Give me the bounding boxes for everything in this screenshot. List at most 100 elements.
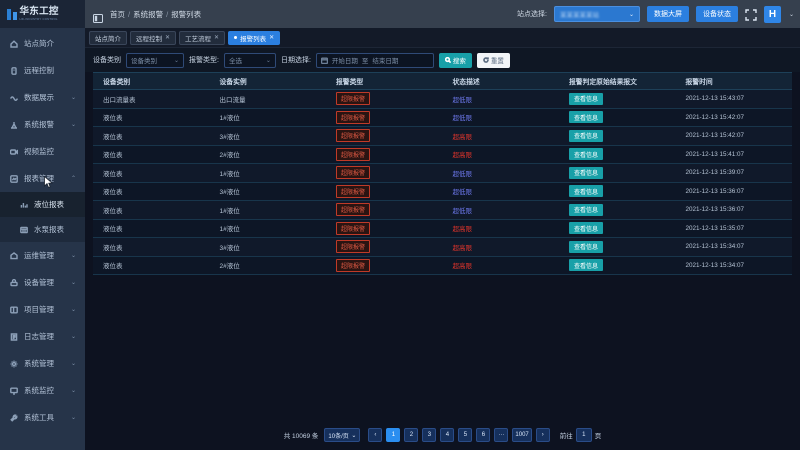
view-info-button[interactable]: 查看信息 (569, 240, 604, 253)
sidebar-item-14[interactable]: 系统工具 ⌄ (0, 404, 85, 431)
device-icon (10, 278, 18, 287)
chevron-down-icon: ⌄ (173, 57, 179, 64)
date-start-input[interactable]: 开始日期 (331, 58, 358, 65)
reset-button[interactable]: 重置 (476, 52, 510, 68)
view-info-button[interactable]: 查看信息 (569, 148, 604, 161)
cell-device-category: 液位表 (93, 163, 210, 183)
close-icon[interactable]: ✕ (269, 35, 275, 41)
chevron-down-icon[interactable]: ⌄ (70, 95, 76, 101)
breadcrumb-separator: / (128, 9, 131, 19)
chevron-down-icon[interactable]: ⌄ (70, 122, 76, 128)
pagination-page-6[interactable]: 6 (476, 428, 491, 442)
status-badge: 超低限 (452, 96, 473, 104)
sidebar-item-9[interactable]: 设备管理 ⌄ (0, 269, 85, 296)
calendar-icon (320, 57, 328, 64)
cell-device-category: 液位表 (93, 182, 210, 201)
page-size-select[interactable]: 10条/页 ⌄ (324, 428, 361, 442)
sidebar-item-6[interactable]: 液位报表 (0, 192, 85, 217)
sidebar-item-label: 运维管理 (24, 251, 54, 260)
sidebar-item-7[interactable]: 水泵报表 (0, 217, 85, 242)
view-info-button[interactable]: 查看信息 (569, 222, 604, 235)
status-badge: 超高限 (452, 263, 473, 271)
close-icon[interactable]: ✕ (165, 35, 171, 41)
sidebar-item-11[interactable]: 日志管理 ⌄ (0, 323, 85, 350)
view-info-button[interactable]: 查看信息 (569, 129, 604, 142)
chevron-down-icon[interactable]: ⌄ (70, 334, 76, 340)
pagination-page-2[interactable]: 2 (404, 428, 419, 442)
pagination-prev-button[interactable]: ‹ (368, 428, 383, 442)
cell-device-instance: 3#液位 (209, 237, 326, 257)
pagination-page-5[interactable]: 5 (458, 428, 473, 442)
alarm-badge: 超限报警 (336, 258, 371, 272)
sidebar-item-3[interactable]: 系统报警 ⌄ (0, 111, 85, 138)
sidebar-item-0[interactable]: 站点简介 (0, 30, 85, 57)
alarm-type-select[interactable]: 全选 ⌄ (223, 52, 276, 68)
view-info-button[interactable]: 查看信息 (569, 92, 604, 105)
site-select-dropdown[interactable]: 某某某某某站 ⌄ (553, 6, 640, 22)
view-info-button[interactable]: 查看信息 (569, 166, 604, 179)
close-icon[interactable]: ✕ (214, 35, 220, 41)
status-badge: 超高限 (452, 244, 473, 252)
chevron-down-icon[interactable]: ⌄ (70, 388, 76, 394)
tab-label: 报警列表 (240, 35, 267, 43)
avatar-chevron-down-icon[interactable]: ⌄ (788, 11, 794, 18)
cell-status: 超高限 (442, 237, 559, 257)
fullscreen-icon[interactable] (745, 8, 757, 21)
sidebar-item-12[interactable]: 系统管理 ⌄ (0, 350, 85, 377)
table-row: 出口流量表 出口流量 超限报警 超低限 查看信息 2021-12-13 15:43:07 (93, 89, 792, 109)
device-type-select[interactable]: 设备类别 ⌄ (126, 52, 184, 68)
cell-device-category: 液位表 (93, 237, 210, 257)
sidebar-collapse-icon[interactable] (93, 10, 103, 23)
sidebar-item-13[interactable]: 系统监控 ⌄ (0, 377, 85, 404)
alarm-badge: 超限报警 (336, 240, 371, 254)
search-button[interactable]: 搜索 (438, 52, 472, 68)
table-body: 出口流量表 出口流量 超限报警 超低限 查看信息 2021-12-13 15:43:07 液… (93, 89, 792, 275)
jump-input[interactable]: 1 (575, 428, 592, 442)
table-icon (20, 226, 28, 234)
cell-raw-message: 查看信息 (559, 126, 676, 146)
chevron-up-icon[interactable]: ⌃ (70, 176, 76, 182)
device-status-button[interactable]: 设备状态 (695, 6, 738, 22)
avatar[interactable]: H (763, 5, 781, 23)
tab-2[interactable]: 工艺流程 ✕ (179, 30, 226, 45)
date-range-picker[interactable]: 开始日期 至 结束日期 (315, 52, 434, 68)
chevron-down-icon[interactable]: ⌄ (70, 253, 76, 259)
pagination-last-page[interactable]: 1007 (512, 428, 532, 442)
alarm-type-value: 全选 (228, 58, 242, 65)
view-info-button[interactable]: 查看信息 (569, 203, 604, 216)
data-screen-button[interactable]: 数据大屏 (646, 6, 689, 22)
cell-alarm-type: 超限报警 (326, 145, 443, 164)
table-column-header-1: 设备实例 (209, 72, 326, 90)
chevron-down-icon[interactable]: ⌄ (70, 361, 76, 367)
tab-1[interactable]: 远程控制 ✕ (130, 30, 177, 45)
sidebar-item-2[interactable]: 数据展示 ⌄ (0, 84, 85, 111)
sidebar-item-5[interactable]: 报表管理 ⌃ (0, 165, 85, 192)
view-info-button[interactable]: 查看信息 (569, 259, 604, 272)
sidebar-item-10[interactable]: 项目管理 ⌄ (0, 296, 85, 323)
date-end-input[interactable]: 结束日期 (372, 58, 399, 65)
pagination-page-1[interactable]: 1 (386, 428, 401, 442)
chevron-down-icon[interactable]: ⌄ (70, 307, 76, 313)
sidebar-item-8[interactable]: 运维管理 ⌄ (0, 242, 85, 269)
pagination-next-button[interactable]: › (535, 428, 550, 442)
sidebar-item-label: 项目管理 (24, 305, 54, 314)
pagination-page-3[interactable]: 3 (422, 428, 437, 442)
view-info-button[interactable]: 查看信息 (569, 185, 604, 198)
breadcrumb-item-system-alarm[interactable]: 系统报警 (133, 9, 164, 19)
sidebar-item-4[interactable]: 视频监控 (0, 138, 85, 165)
sidebar-item-1[interactable]: 远程控制 (0, 57, 85, 84)
cell-status: 超低限 (442, 89, 559, 109)
pagination-ellipsis[interactable]: ··· (494, 428, 509, 442)
chevron-down-icon[interactable]: ⌄ (70, 280, 76, 286)
table-column-header-4: 报警判定原始结果报文 (559, 72, 676, 90)
view-info-button[interactable]: 查看信息 (569, 111, 604, 124)
tab-0[interactable]: 站点简介 (89, 30, 127, 45)
logo-mark-icon (7, 8, 17, 20)
chevron-down-icon[interactable]: ⌄ (70, 415, 76, 421)
tab-3[interactable]: 报警列表 ✕ (228, 30, 281, 45)
filter-bar: 设备类别 设备类别 ⌄ 报警类型: 全选 ⌄ 日期选择: 开始日期 至 结束日期 (85, 48, 800, 72)
brand-name-en: HD-INDUSTRY CONTROL (19, 17, 58, 22)
pagination-page-4[interactable]: 4 (440, 428, 455, 442)
breadcrumb-item-home[interactable]: 首页 (110, 9, 125, 19)
status-badge: 超低限 (452, 207, 473, 215)
